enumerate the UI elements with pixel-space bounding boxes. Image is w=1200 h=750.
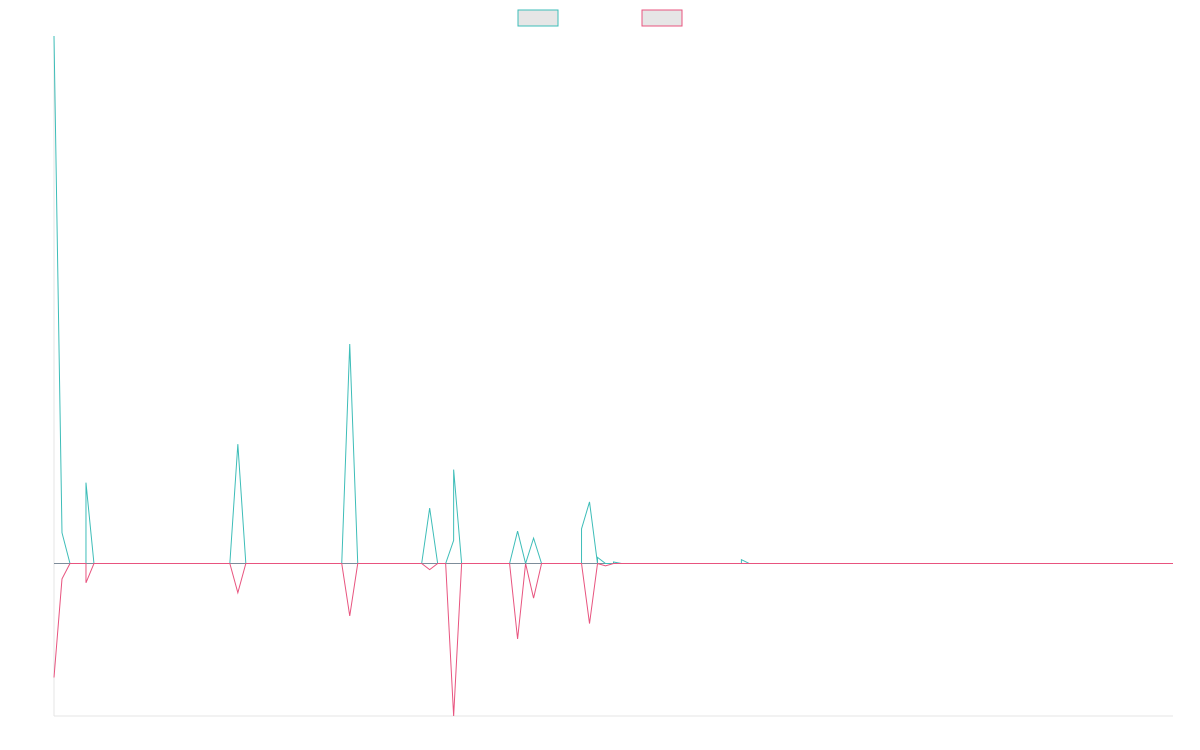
series-line-1 [53,35,1173,566]
legend-swatch-1[interactable] [517,9,559,27]
series-line-2 [53,562,1173,717]
axes [53,36,1173,717]
series-layer [53,35,1173,717]
legend[interactable] [517,9,683,27]
legend-swatch-2[interactable] [641,9,683,27]
